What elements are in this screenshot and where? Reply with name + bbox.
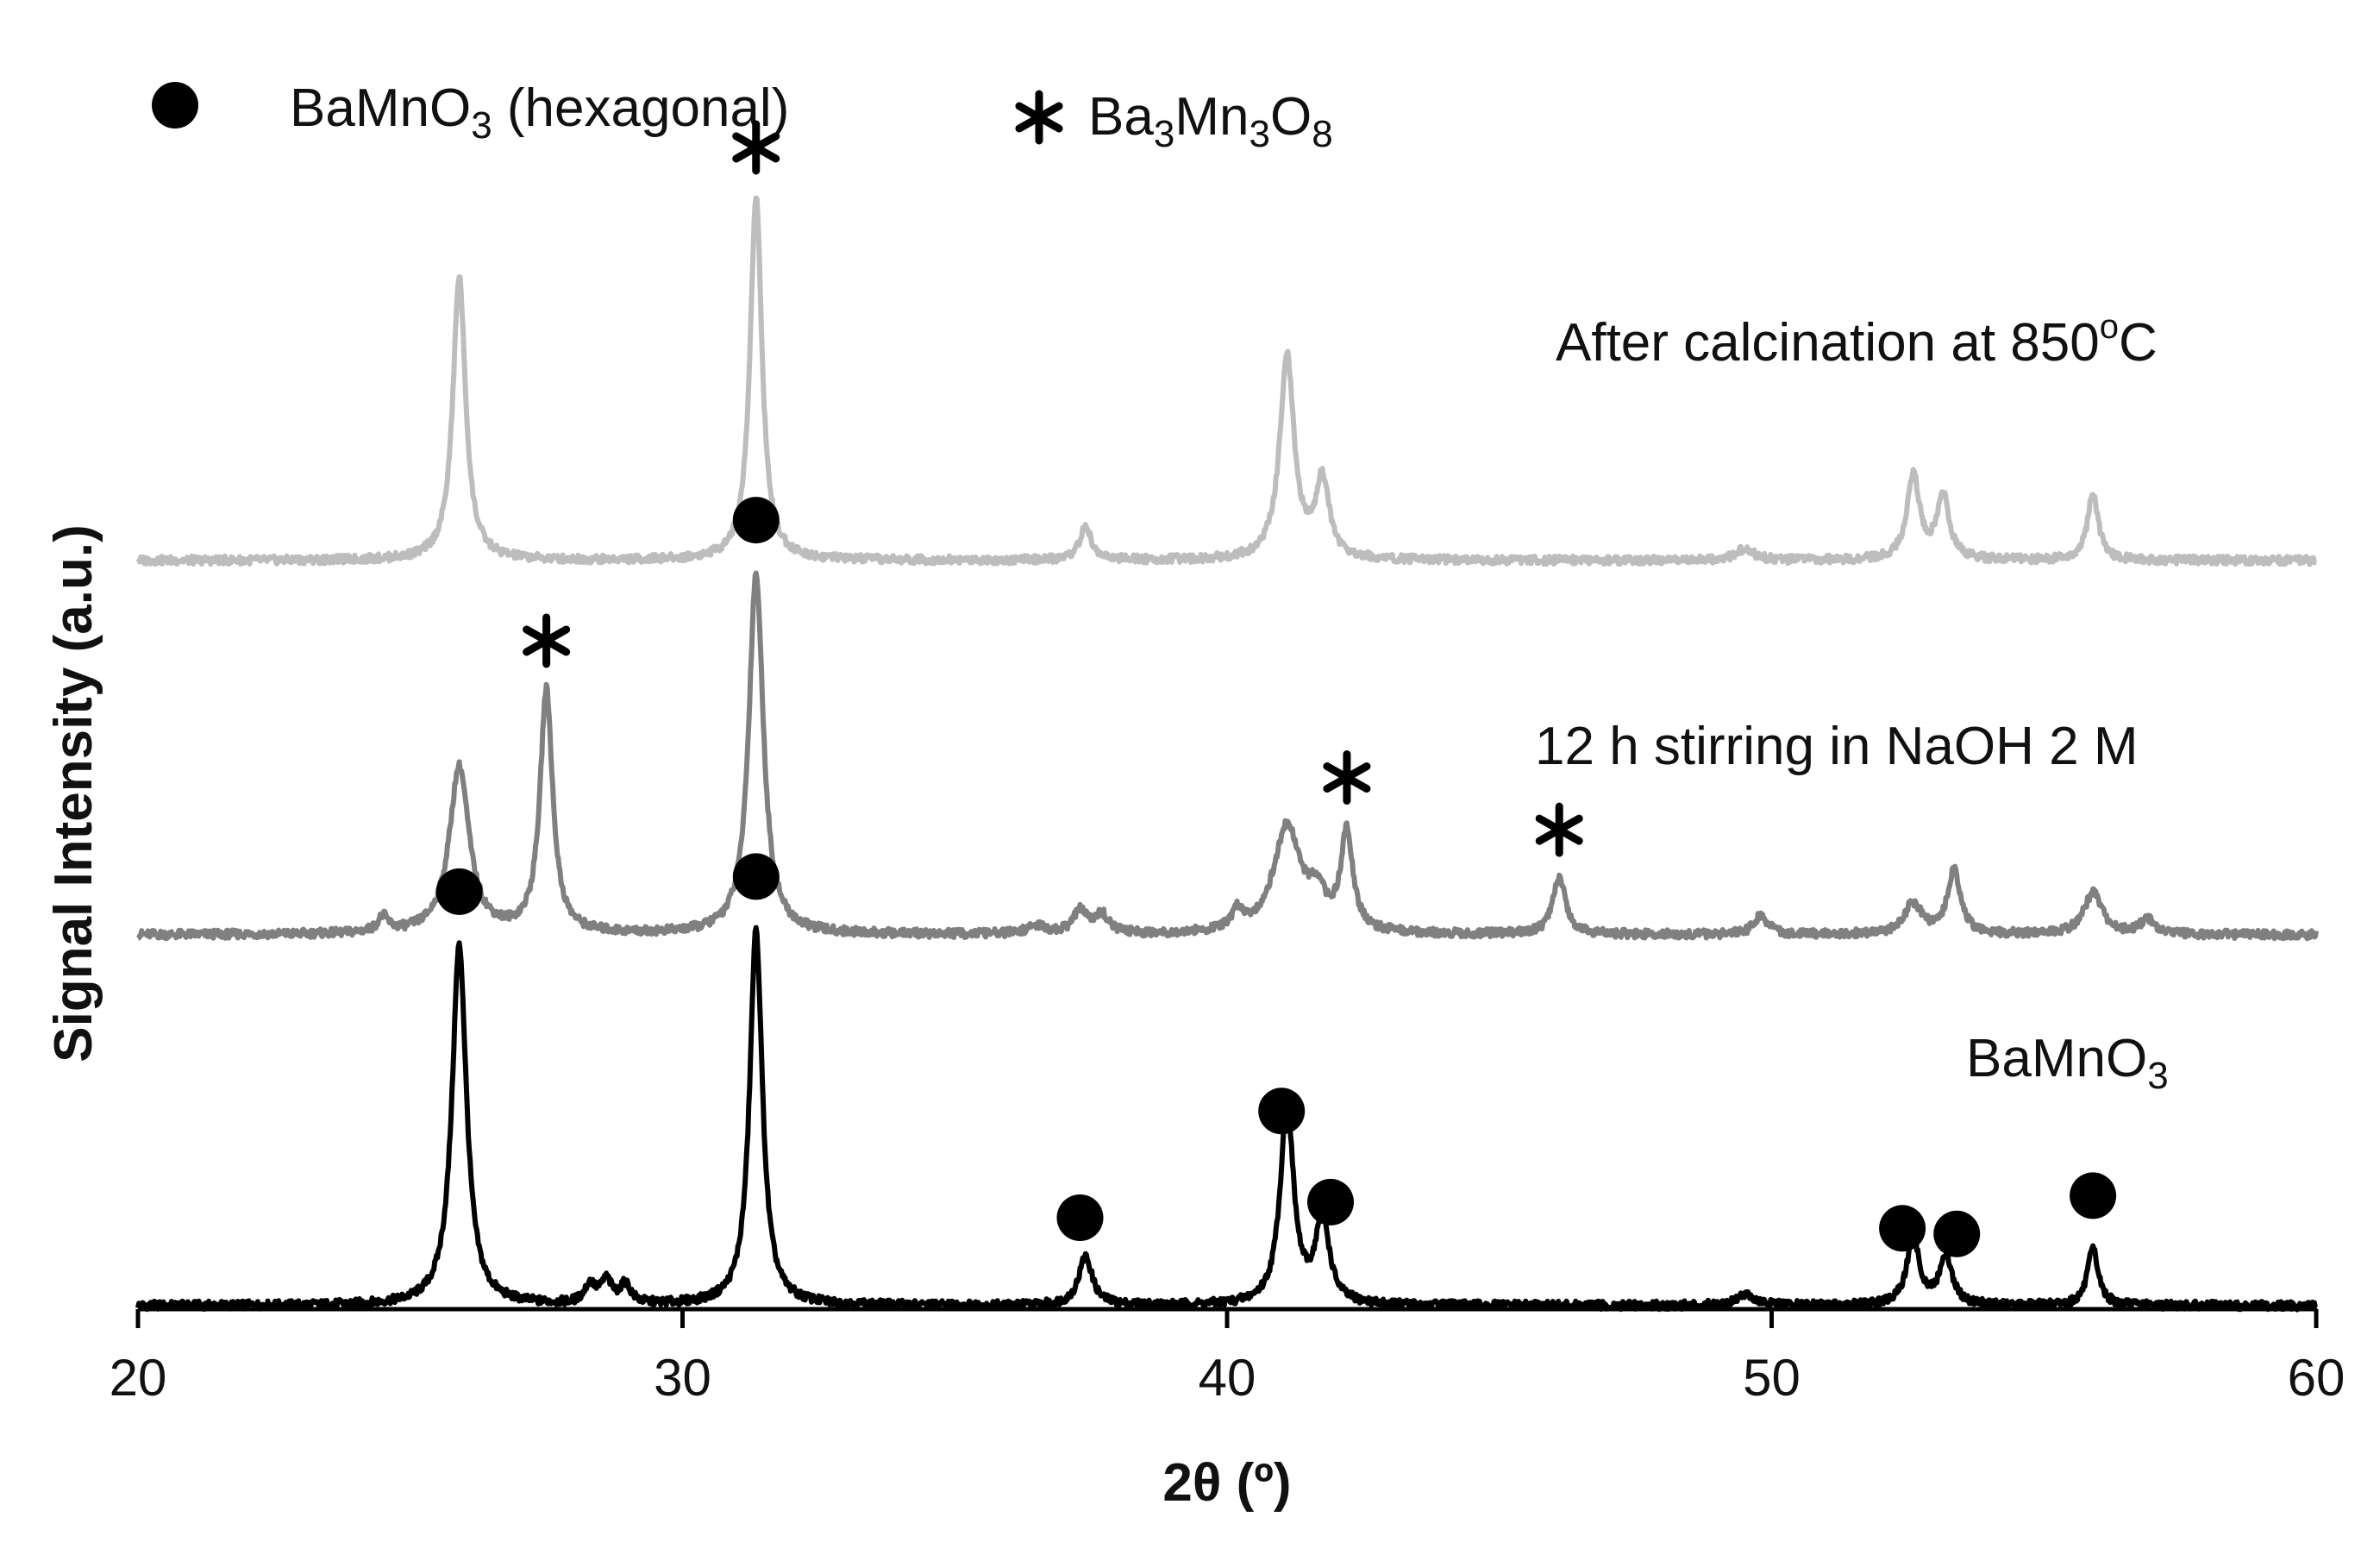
label-part-0: 12 h stirring in NaOH 2 M: [1535, 717, 2138, 776]
label-part-5: 8: [1312, 113, 1332, 155]
legend-asterisk-marker: [1015, 90, 1063, 145]
legend-circle-marker: [152, 82, 198, 128]
peak-circle-marker: [732, 497, 780, 544]
x-tick-label: 50: [1743, 1349, 1801, 1407]
label-part-2: C: [2119, 313, 2158, 373]
peak-circle-marker: [1258, 1088, 1306, 1135]
legend-label-ba3mn3o8: Ba3Mn3O8: [1088, 87, 1333, 155]
label-part-0: Ba: [1088, 87, 1154, 147]
series-label-naoh-stirring: 12 h stirring in NaOH 2 M: [1535, 717, 2138, 776]
label-part-3: 3: [1249, 113, 1269, 155]
series-label-calcination: After calcination at 850oC: [1556, 308, 2158, 373]
series-line-1: [136, 570, 2319, 942]
peak-circle-marker: [1307, 1178, 1354, 1225]
x-axis: 20 30 40 50 60 2θ (º): [110, 1307, 2346, 1513]
legend: BaMnO3 (hexagonal) Ba3Mn3O8: [152, 78, 1333, 155]
label-part-2: Mn: [1174, 87, 1249, 147]
legend-label-bamno3-hexagonal: BaMnO3 (hexagonal): [290, 78, 789, 147]
series-label-bamno3: BaMnO3: [1966, 1029, 2169, 1097]
x-tick-label: 20: [110, 1349, 167, 1407]
peak-circle-marker: [435, 868, 483, 915]
label-part-4: O: [1270, 87, 1312, 147]
x-tick-label: 30: [654, 1349, 711, 1407]
peak-asterisk-marker: [1535, 802, 1583, 857]
peak-circle-marker: [1933, 1210, 1981, 1257]
peak-circle-marker: [2070, 1172, 2117, 1219]
peak-asterisk-marker: [1323, 750, 1371, 805]
label-part-0: After calcination at 850: [1556, 313, 2100, 373]
peak-marker-layer: [435, 120, 2117, 1257]
x-tick-label: 60: [2288, 1349, 2346, 1407]
x-tick-label: 40: [1199, 1349, 1256, 1407]
peak-circle-marker: [732, 853, 780, 900]
peak-asterisk-marker: [732, 120, 780, 175]
x-axis-ticks: 20 30 40 50 60: [110, 1309, 2346, 1407]
peak-circle-marker: [1879, 1205, 1926, 1252]
peak-circle-marker: [1056, 1194, 1104, 1241]
series-line-0: [135, 925, 2318, 1313]
series-layer: [135, 195, 2319, 1313]
legend-subscript: 3: [471, 104, 492, 147]
x-axis-title: 2θ (º): [1162, 1453, 1291, 1513]
label-part-1: o: [2100, 308, 2119, 346]
label-part-1: 3: [1154, 113, 1174, 155]
y-axis-title: Signal Intensity (a.u.): [44, 524, 103, 1062]
label-part-0: BaMnO: [1966, 1029, 2147, 1088]
peak-asterisk-marker: [523, 613, 571, 668]
series-line-2: [135, 195, 2318, 567]
label-part-1: 3: [2147, 1055, 2168, 1097]
